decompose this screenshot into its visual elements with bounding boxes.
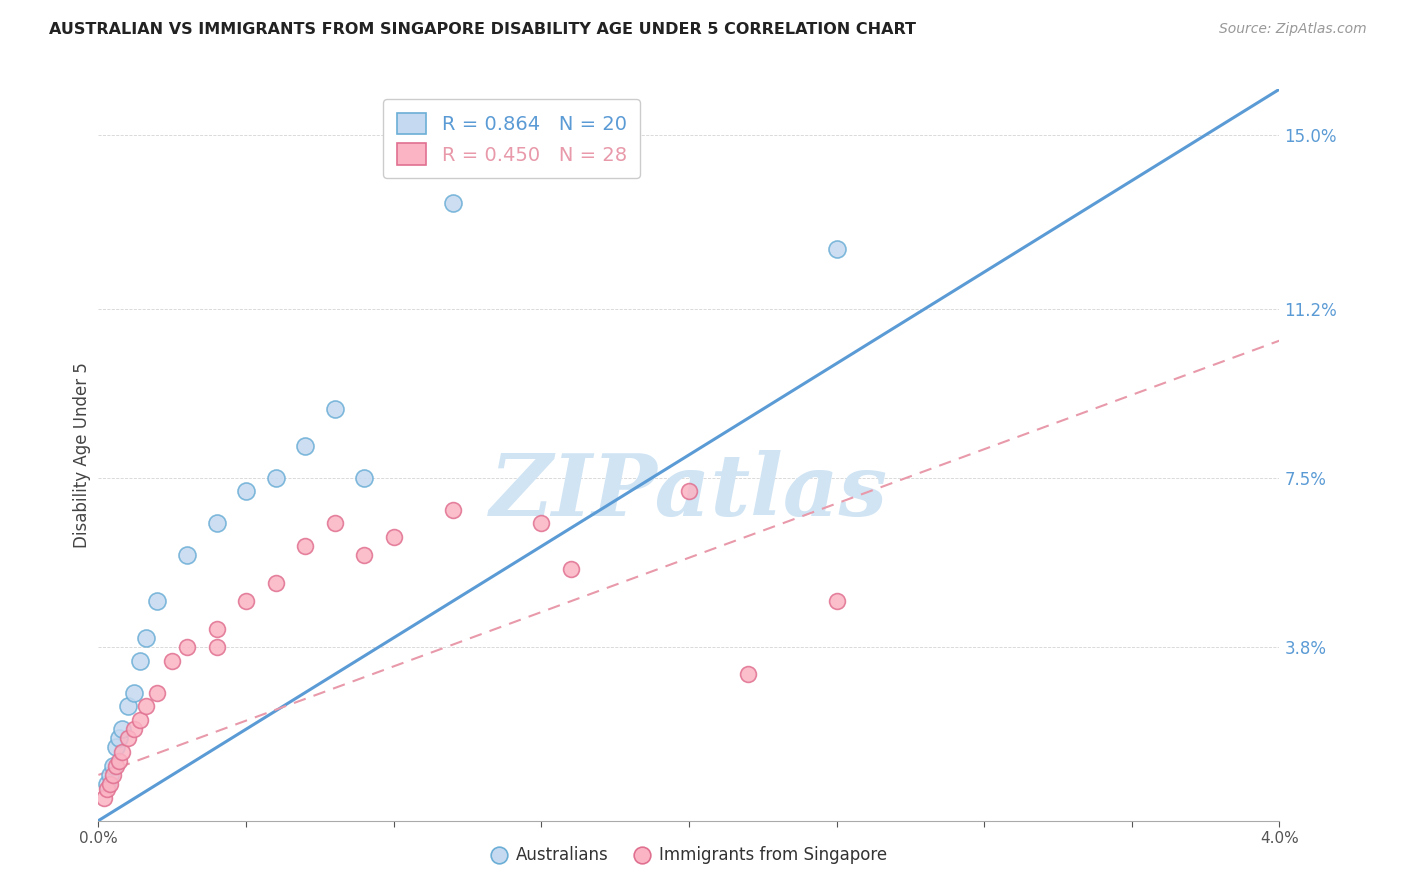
Point bbox=[103, 768, 125, 782]
Point bbox=[135, 699, 157, 714]
Point bbox=[111, 723, 134, 737]
Point bbox=[122, 723, 145, 737]
Point bbox=[108, 731, 131, 746]
Point bbox=[96, 777, 118, 791]
Point bbox=[128, 654, 150, 668]
Point bbox=[825, 242, 848, 256]
Text: AUSTRALIAN VS IMMIGRANTS FROM SINGAPORE DISABILITY AGE UNDER 5 CORRELATION CHART: AUSTRALIAN VS IMMIGRANTS FROM SINGAPORE … bbox=[49, 22, 917, 37]
Y-axis label: Disability Age Under 5: Disability Age Under 5 bbox=[73, 362, 91, 548]
Point bbox=[122, 686, 145, 700]
Text: Source: ZipAtlas.com: Source: ZipAtlas.com bbox=[1219, 22, 1367, 37]
Point bbox=[235, 594, 257, 608]
Point bbox=[353, 549, 375, 563]
Point bbox=[530, 516, 553, 531]
Point bbox=[108, 754, 131, 768]
Point bbox=[441, 196, 464, 211]
Point bbox=[162, 654, 183, 668]
Point bbox=[117, 699, 139, 714]
Point bbox=[98, 777, 121, 791]
Point bbox=[323, 516, 346, 531]
Legend: Australians, Immigrants from Singapore: Australians, Immigrants from Singapore bbox=[484, 839, 894, 871]
Point bbox=[93, 790, 115, 805]
Point bbox=[235, 484, 257, 499]
Point bbox=[382, 530, 405, 544]
Point bbox=[128, 713, 150, 727]
Point bbox=[176, 549, 198, 563]
Point bbox=[146, 594, 169, 608]
Point bbox=[264, 576, 287, 591]
Point bbox=[96, 781, 118, 796]
Point bbox=[146, 686, 169, 700]
Point bbox=[825, 594, 848, 608]
Point bbox=[205, 622, 228, 636]
Point bbox=[111, 745, 134, 759]
Point bbox=[264, 471, 287, 485]
Text: ZIPatlas: ZIPatlas bbox=[489, 450, 889, 533]
Point bbox=[98, 768, 121, 782]
Point bbox=[737, 667, 759, 681]
Point bbox=[135, 631, 157, 645]
Point bbox=[353, 471, 375, 485]
Point bbox=[117, 731, 139, 746]
Point bbox=[205, 640, 228, 654]
Point bbox=[176, 640, 198, 654]
Point bbox=[105, 758, 128, 772]
Point bbox=[105, 740, 128, 755]
Point bbox=[678, 484, 700, 499]
Point bbox=[205, 516, 228, 531]
Point bbox=[294, 539, 316, 553]
Point bbox=[103, 758, 125, 772]
Point bbox=[294, 439, 316, 453]
Point bbox=[441, 503, 464, 517]
Point bbox=[560, 562, 582, 576]
Point bbox=[323, 402, 346, 417]
